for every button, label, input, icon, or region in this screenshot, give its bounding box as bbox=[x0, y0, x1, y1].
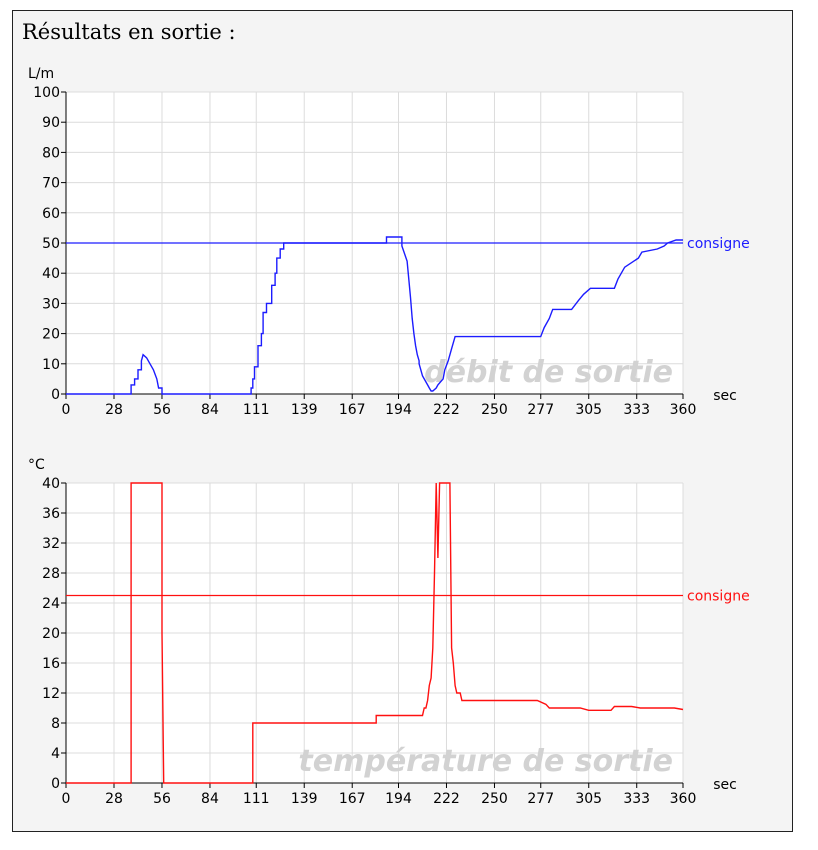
x-tick-label: 333 bbox=[623, 402, 650, 418]
y-tick-label: 10 bbox=[42, 357, 60, 373]
series-line bbox=[66, 482, 684, 784]
y-tick-label: 4 bbox=[51, 746, 60, 762]
x-tick-label: 360 bbox=[670, 791, 697, 807]
y-tick-label: 16 bbox=[42, 656, 60, 672]
x-tick-label: 0 bbox=[62, 791, 71, 807]
x-tick-label: 250 bbox=[481, 791, 508, 807]
y-tick-label: 32 bbox=[42, 536, 60, 552]
x-tick-label: 56 bbox=[153, 791, 171, 807]
consigne-label: consigne bbox=[687, 236, 750, 252]
temperature-chart: température de sortie 0 4 8 12 16 20 24 28 32 36 40… bbox=[28, 457, 750, 807]
x-axis-label: sec bbox=[713, 388, 737, 404]
y-tick-label: 100 bbox=[33, 85, 60, 101]
x-tick-label: 56 bbox=[153, 402, 171, 418]
x-tick-label: 84 bbox=[201, 402, 219, 418]
x-tick-label: 28 bbox=[105, 791, 123, 807]
y-tick-label: 80 bbox=[42, 145, 60, 161]
y-tick-label: 50 bbox=[42, 236, 60, 252]
y-tick-label: 20 bbox=[42, 327, 60, 343]
y-tick-label: 36 bbox=[42, 506, 60, 522]
x-tick-label: 222 bbox=[433, 791, 460, 807]
y-tick-label: 8 bbox=[51, 716, 60, 732]
series-line bbox=[66, 236, 683, 395]
x-tick-label: 111 bbox=[243, 791, 270, 807]
x-tick-label: 194 bbox=[385, 791, 412, 807]
x-tick-label: 305 bbox=[575, 402, 602, 418]
x-tick-label: 277 bbox=[527, 791, 554, 807]
x-tick-label: 222 bbox=[433, 402, 460, 418]
x-tick-label: 28 bbox=[105, 402, 123, 418]
x-tick-label: 333 bbox=[623, 791, 650, 807]
y-tick-label: 0 bbox=[51, 776, 60, 792]
x-tick-label: 194 bbox=[385, 402, 412, 418]
y-tick-label: 20 bbox=[42, 626, 60, 642]
y-tick-label: 40 bbox=[42, 266, 60, 282]
x-tick-label: 167 bbox=[339, 402, 366, 418]
y-tick-label: 70 bbox=[42, 176, 60, 192]
y-tick-label: 24 bbox=[42, 596, 60, 612]
x-tick-label: 139 bbox=[291, 402, 318, 418]
x-tick-label: 305 bbox=[575, 791, 602, 807]
x-tick-label: 0 bbox=[62, 402, 71, 418]
y-tick-label: 30 bbox=[42, 296, 60, 312]
x-axis-label: sec bbox=[713, 777, 737, 793]
watermark-label: température de sortie bbox=[298, 744, 673, 779]
y-tick-label: 40 bbox=[42, 476, 60, 492]
x-tick-label: 277 bbox=[527, 402, 554, 418]
flow-chart: débit de sortie 0 10 20 30 40 50 60 70 80 90 100 0 28… bbox=[28, 66, 750, 418]
x-tick-label: 167 bbox=[339, 791, 366, 807]
x-tick-label: 360 bbox=[670, 402, 697, 418]
y-tick-label: 60 bbox=[42, 206, 60, 222]
y-tick-label: 90 bbox=[42, 115, 60, 131]
x-tick-label: 139 bbox=[291, 791, 318, 807]
y-tick-label: 12 bbox=[42, 686, 60, 702]
consigne-label: consigne bbox=[687, 589, 750, 605]
results-heading: Résultats en sortie : bbox=[22, 20, 236, 44]
x-tick-label: 84 bbox=[201, 791, 219, 807]
watermark-label: débit de sortie bbox=[424, 355, 673, 390]
x-tick-label: 111 bbox=[243, 402, 270, 418]
y-tick-label: 0 bbox=[51, 387, 60, 403]
y-axis-label: L/m bbox=[28, 66, 54, 82]
y-tick-label: 28 bbox=[42, 566, 60, 582]
y-axis-label: °C bbox=[28, 457, 45, 473]
x-tick-label: 250 bbox=[481, 402, 508, 418]
